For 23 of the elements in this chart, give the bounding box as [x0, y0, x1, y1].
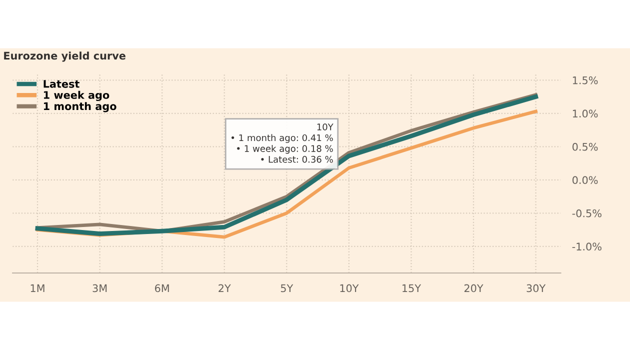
x-tick-label: 30Y — [526, 284, 546, 292]
y-tick-label: 1.0% — [572, 110, 598, 118]
annotation: • 1 week ago: 0.18 % — [237, 144, 333, 154]
y-tick-label: 0.5% — [572, 142, 598, 151]
y-tick-label: 1.5% — [572, 76, 598, 84]
x-tick-label: 1M — [30, 284, 44, 292]
annotation: • 1 month ago: 0.41 % — [231, 134, 333, 143]
x-tick-label: 15Y — [402, 284, 422, 292]
annotation: 10Y — [317, 124, 334, 130]
x-tick-label: 10Y — [340, 284, 359, 292]
x-tick-label: 3M — [92, 284, 107, 292]
x-tick-label: 20Y — [464, 284, 484, 292]
y-tick-label: 0.0% — [572, 176, 598, 184]
x-tick-label: 2Y — [218, 284, 231, 292]
annotation: • Latest: 0.36 % — [261, 156, 333, 163]
x-tick-label: 6M — [155, 284, 169, 292]
chart-title: Eurozone yield curve — [4, 52, 126, 62]
y-tick-label: -1.0% — [572, 242, 602, 251]
y-tick-label: -0.5% — [572, 209, 602, 218]
legend-label: Latest — [44, 80, 80, 88]
x-tick-label: 5Y — [280, 284, 294, 292]
legend-label: 1 month ago — [44, 102, 116, 112]
legend-label: 1 week ago — [44, 90, 110, 102]
